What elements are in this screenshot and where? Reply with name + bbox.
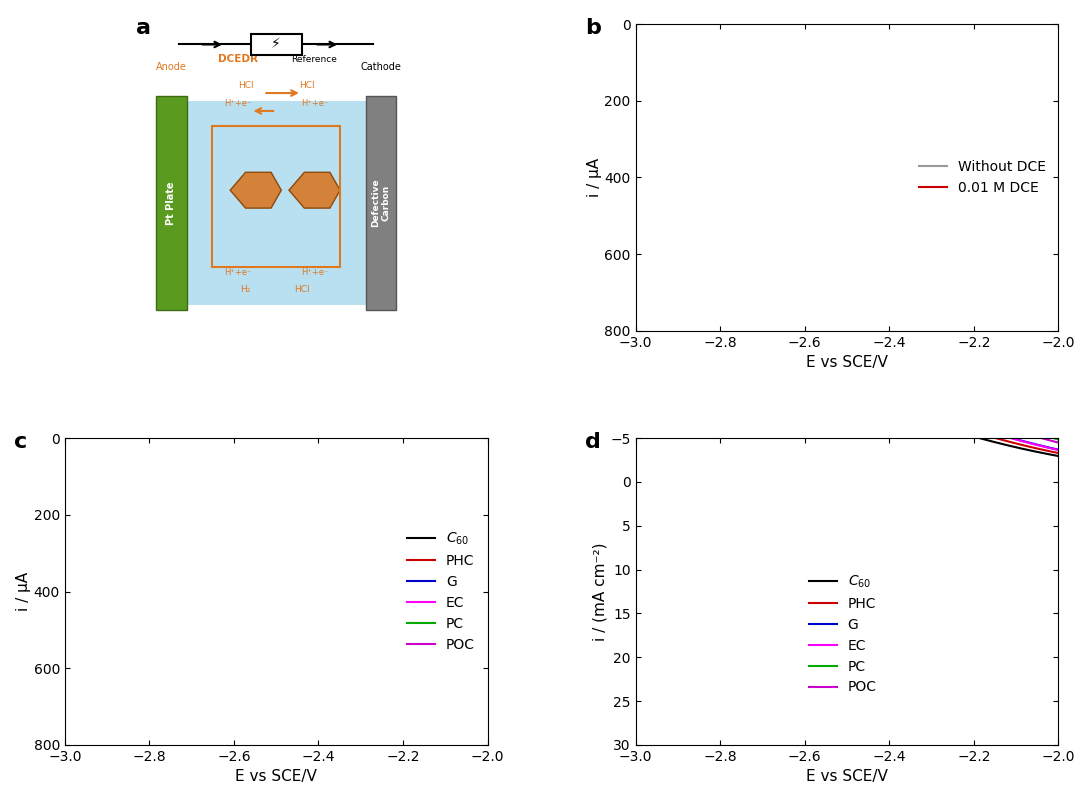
X-axis label: E vs SCE/V: E vs SCE/V [806,355,888,370]
Legend: Without DCE, 0.01 M DCE: Without DCE, 0.01 M DCE [914,155,1052,200]
Text: Pt Plate: Pt Plate [166,181,176,225]
Y-axis label: i / μA: i / μA [586,158,602,197]
Text: H⁺+e⁻: H⁺+e⁻ [301,268,328,276]
Text: c: c [14,432,27,452]
Text: d: d [585,432,600,452]
Legend: $C_{60}$, PHC, G, EC, PC, POC: $C_{60}$, PHC, G, EC, PC, POC [804,568,882,700]
Bar [179,101,374,305]
Text: Cathode: Cathode [361,62,402,72]
Y-axis label: i / μA: i / μA [16,572,31,611]
Bar [213,127,340,267]
X-axis label: E vs SCE/V: E vs SCE/V [806,769,888,784]
Text: a: a [136,18,150,38]
Legend: $C_{60}$, PHC, G, EC, PC, POC: $C_{60}$, PHC, G, EC, PC, POC [402,525,481,658]
Text: Reference: Reference [292,55,337,64]
Text: ⚡: ⚡ [271,38,281,51]
X-axis label: E vs SCE/V: E vs SCE/V [235,769,318,784]
Text: Defective
Carbon: Defective Carbon [372,179,391,227]
Text: HCl: HCl [294,285,310,295]
Y-axis label: i / (mA cm⁻²): i / (mA cm⁻²) [593,542,608,641]
Text: H⁺+e⁻: H⁺+e⁻ [225,99,252,108]
Polygon shape [230,172,281,208]
Text: DCEDR: DCEDR [218,54,258,64]
Bar [156,95,187,310]
Polygon shape [289,172,340,208]
Bar [251,34,301,54]
Text: HCl: HCl [238,81,254,90]
Bar [366,95,396,310]
Text: H⁺+e⁻: H⁺+e⁻ [301,99,328,108]
Text: H⁺+e⁻: H⁺+e⁻ [225,268,252,276]
Text: H₂: H₂ [241,285,251,295]
Text: Anode: Anode [156,62,187,72]
Text: b: b [585,18,600,38]
Text: HCl: HCl [299,81,314,90]
